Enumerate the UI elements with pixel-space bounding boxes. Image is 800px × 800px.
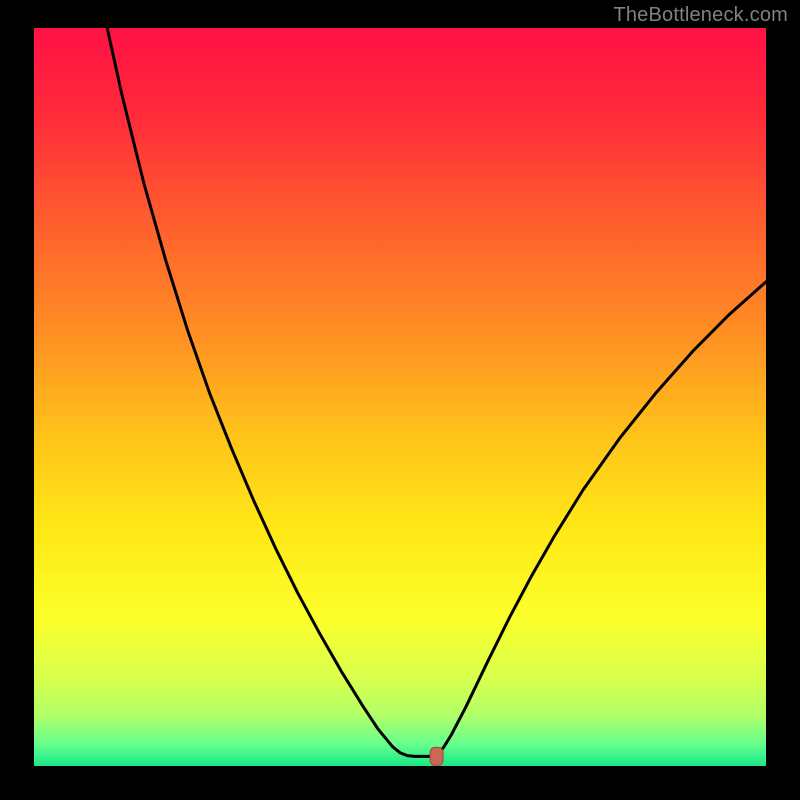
plot-svg [34,28,766,766]
gradient-background [34,28,766,766]
optimal-marker [430,747,443,765]
plot-area [34,28,766,766]
watermark-text: TheBottleneck.com [613,4,788,27]
chart-frame: TheBottleneck.com [0,0,800,800]
